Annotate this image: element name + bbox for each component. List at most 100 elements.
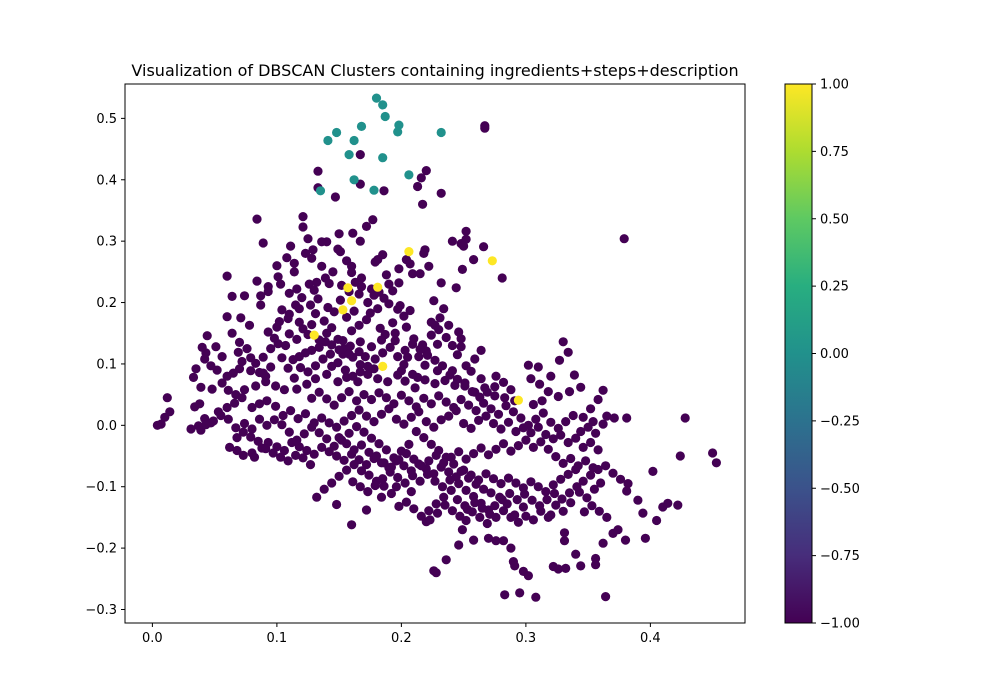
scatter-point [587,501,597,511]
scatter-point [379,293,389,303]
scatter-point [521,435,531,445]
scatter-point [564,387,575,397]
scatter-point [242,344,252,354]
scatter-point [330,192,340,202]
colorbar: −1.00 −0.75 −0.50 −0.25 0.00 0.25 0.50 0.75 1.00 [784,78,860,632]
scatter-point [258,352,268,362]
scatter-point [434,391,444,401]
scatter-point [497,273,507,283]
scatter-point [165,407,175,417]
scatter-point [381,445,391,455]
scatter-point [663,498,673,508]
scatter-point [440,500,450,510]
scatter-point [233,347,243,357]
scatter-point [598,385,608,395]
scatter-point [288,355,298,365]
scatter-point [317,237,327,247]
scatter-point [329,307,339,317]
scatter-point [322,369,332,379]
scatter-point [322,394,332,404]
scatter-point [304,279,314,289]
scatter-point [533,422,543,432]
scatter-point [461,226,471,236]
scatter-point [441,332,451,343]
scatter-point [332,422,342,432]
scatter-point [526,428,536,438]
scatter-point [305,300,316,310]
scatter-point [272,261,282,271]
scatter-point [399,419,409,429]
scatter-point [542,495,552,505]
scatter-point [479,484,489,494]
scatter-point [416,173,426,183]
scatter-point [708,448,718,458]
scatter-point [593,445,603,455]
y-axis: −0.3 −0.2 −0.1 0.0 0.1 0.2 0.3 0.4 0.5 [85,112,125,618]
scatter-point [329,441,339,451]
scatter-point [415,476,425,486]
scatter-point [508,407,518,417]
scatter-point [404,396,414,406]
scatter-point [347,520,357,530]
scatter-point [497,495,507,505]
scatter-point [439,304,449,314]
scatter-point [354,289,364,299]
plot-area: 0.0 0.1 0.2 0.3 0.4 −0.3 −0.2 −0.1 0.0 0.1 0.2 0.3… [85,83,746,646]
scatter-point [551,452,561,462]
scatter-point [551,500,561,510]
scatter-point [452,350,462,360]
scatter-point [332,451,342,461]
scatter-point [538,408,548,418]
scatter-point [314,342,324,352]
scatter-point [373,282,383,292]
scatter-point [291,450,301,460]
scatter-point [349,306,359,316]
scatter-point [356,121,367,131]
scatter-point [393,127,403,137]
scatter-point [386,488,396,499]
scatter-point [435,313,445,323]
scatter-point [315,186,326,196]
scatter-point [556,474,566,484]
scatter-point [317,413,327,423]
scatter-point [273,272,283,282]
scatter-point [327,478,337,488]
scatter-point [294,304,304,314]
scatter-point [491,371,501,381]
scatter-point [277,420,287,430]
scatter-point [581,456,591,466]
scatter-point [434,325,444,335]
scatter-point [675,451,685,461]
scatter-point [533,362,543,372]
scatter-point [401,255,411,265]
scatter-point [222,402,232,413]
scatter-point [348,228,358,238]
scatter-point [559,528,570,538]
cluster--1-series [152,121,722,602]
scatter-point [586,437,596,448]
scatter-point [464,400,474,410]
scatter-point [445,370,455,380]
scatter-point [201,420,211,430]
scatter-point [633,495,643,505]
scatter-point [297,293,307,303]
scatter-point [349,135,359,146]
scatter-point [564,488,575,498]
scatter-point [553,564,563,574]
scatter-point [354,320,364,330]
scatter-point [206,361,216,371]
scatter-point [256,300,266,310]
colorbar-gradient [784,83,813,624]
scatter-point [376,409,387,419]
scatter-point [582,493,592,503]
scatter-point [470,354,480,364]
scatter-point [523,360,534,370]
scatter-point [303,234,313,244]
scatter-point [256,291,266,301]
scatter-point [312,277,322,287]
scatter-point [238,427,248,437]
scatter-point [673,500,683,510]
scatter-point [561,417,571,427]
scatter-point [363,361,373,371]
scatter-point [501,401,511,411]
